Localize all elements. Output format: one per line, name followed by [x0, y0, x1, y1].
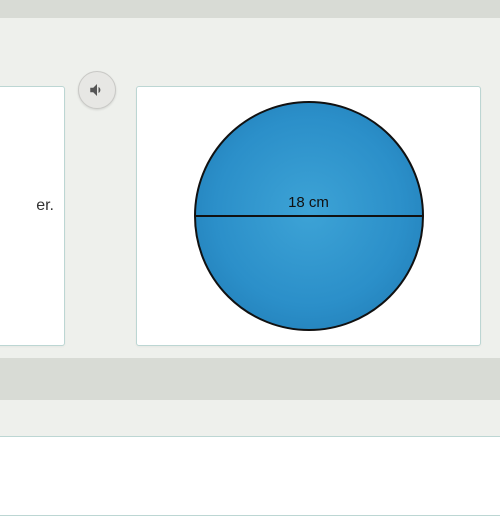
answer-card: [0, 436, 500, 516]
question-text-fragment: er.: [36, 197, 54, 215]
question-card: er.: [0, 86, 65, 346]
bottom-panel: [0, 400, 500, 500]
diameter-line: [195, 215, 423, 217]
speaker-icon: [88, 81, 106, 99]
audio-play-button[interactable]: [78, 71, 116, 109]
circle-diagram: 18 cm: [194, 101, 424, 331]
diagram-card: 18 cm: [136, 86, 481, 346]
top-panel: er. 18 cm: [0, 18, 500, 358]
diameter-label: 18 cm: [288, 194, 329, 211]
